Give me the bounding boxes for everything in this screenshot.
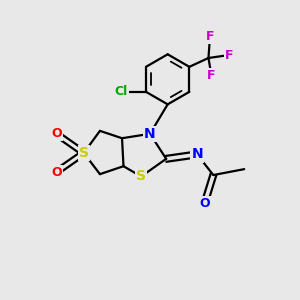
Text: N: N xyxy=(191,147,203,161)
Text: Cl: Cl xyxy=(114,85,128,98)
Text: O: O xyxy=(199,197,210,210)
Text: O: O xyxy=(51,166,62,178)
Text: S: S xyxy=(136,169,146,184)
Text: O: O xyxy=(51,127,62,140)
Text: F: F xyxy=(207,69,216,82)
Text: F: F xyxy=(225,49,233,62)
Text: S: S xyxy=(79,146,89,160)
Text: N: N xyxy=(144,127,156,141)
Text: F: F xyxy=(206,30,214,43)
